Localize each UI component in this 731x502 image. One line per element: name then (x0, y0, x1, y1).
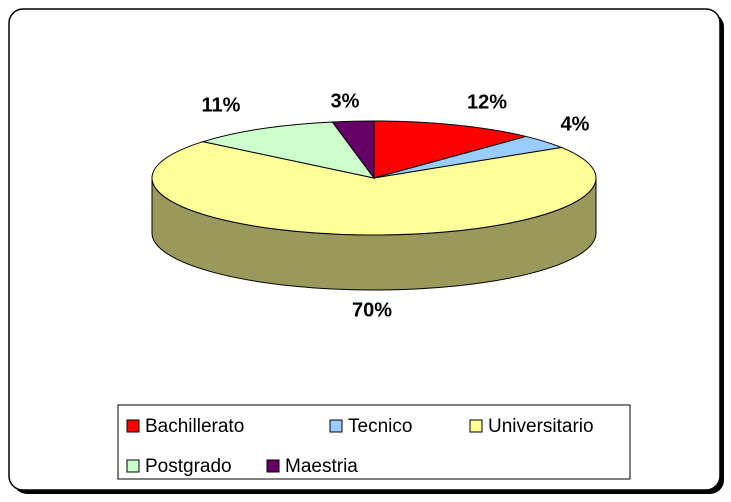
legend-swatch (126, 419, 140, 433)
data-label: 3% (331, 90, 360, 112)
data-label: 4% (561, 113, 590, 135)
pie: 12% 4% 70% 11% 3% (151, 90, 597, 321)
legend-label: Postgrado (145, 456, 232, 477)
legend-label: Maestria (285, 456, 358, 477)
legend-swatch (329, 419, 343, 433)
legend-items: Bachillerato Tecnico Universitario Postgrad… (126, 416, 594, 477)
legend-swatch (469, 419, 483, 433)
legend-label: Tecnico (348, 416, 412, 437)
legend-swatch (126, 459, 140, 473)
legend-label: Bachillerato (145, 416, 244, 437)
legend-swatch (266, 459, 280, 473)
data-label: 70% (352, 299, 392, 321)
data-label: 12% (467, 91, 507, 113)
slice (373, 120, 527, 179)
slice (331, 120, 375, 180)
legend (117, 404, 631, 480)
legend-label: Universitario (488, 416, 594, 437)
data-label: 11% (202, 94, 241, 116)
slice (151, 141, 597, 236)
slice (200, 121, 376, 179)
